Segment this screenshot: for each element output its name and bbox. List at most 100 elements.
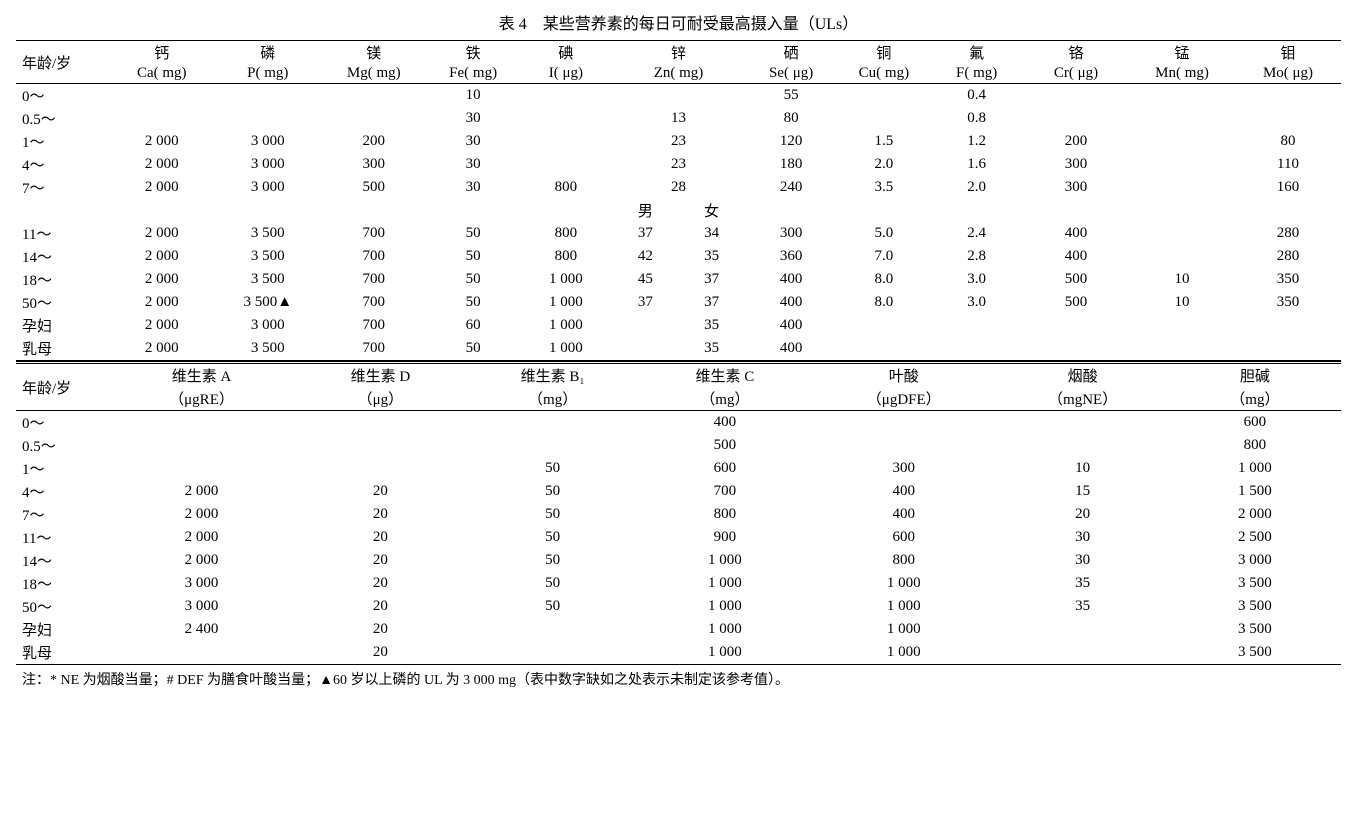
col-unit: Mg( mg) [321, 64, 427, 84]
table-row: 50～2 0003 500▲700501 00037374008.03.0500… [16, 291, 1341, 314]
cell [811, 434, 997, 457]
cell: 1 000 [639, 595, 811, 618]
cell: 1 000 [811, 641, 997, 665]
cell: 800 [1169, 434, 1341, 457]
cell [1129, 222, 1235, 245]
cell: 2 000 [1169, 503, 1341, 526]
age-cell: 7～ [16, 503, 109, 526]
cell [997, 618, 1169, 641]
cell: 2 400 [109, 618, 295, 641]
col-unit: （mg） [467, 387, 639, 411]
cell: 0.8 [930, 107, 1023, 130]
col-header: 铬 [1023, 41, 1129, 65]
col-header: 铜 [838, 41, 931, 65]
age-cell: 0.5～ [16, 107, 109, 130]
table-footnote: 注：* NE 为烟酸当量；# DEF 为膳食叶酸当量；▲60 岁以上磷的 UL … [16, 665, 1341, 689]
table-row: 50～3 00020501 0001 000353 500 [16, 595, 1341, 618]
cell [1023, 84, 1129, 108]
age-cell: 孕妇 [16, 314, 109, 337]
col-header: 钙 [109, 41, 215, 65]
cell: 800 [811, 549, 997, 572]
cell [321, 107, 427, 130]
cell: 2 000 [109, 245, 215, 268]
cell: 30 [427, 130, 520, 153]
cell: 900 [639, 526, 811, 549]
cell: 35 [679, 245, 745, 268]
age-cell: 7～ [16, 176, 109, 199]
cell: 400 [1023, 222, 1129, 245]
cell: 42 [612, 245, 678, 268]
cell [1235, 314, 1341, 337]
col-header: 锰 [1129, 41, 1235, 65]
cell: 10 [427, 84, 520, 108]
table-row: 孕妇2 400201 0001 0003 500 [16, 618, 1341, 641]
cell: 700 [639, 480, 811, 503]
cell: 0.4 [930, 84, 1023, 108]
cell: 700 [321, 222, 427, 245]
cell: 3.0 [930, 291, 1023, 314]
cell [321, 84, 427, 108]
cell [467, 618, 639, 641]
cell [109, 84, 215, 108]
cell: 240 [745, 176, 838, 199]
cell [520, 153, 613, 176]
table-row: 7～2 0002050800400202 000 [16, 503, 1341, 526]
cell: 700 [321, 314, 427, 337]
col-header: 镁 [321, 41, 427, 65]
table-row: 7～2 0003 00050030800282403.52.0300160 [16, 176, 1341, 199]
cell [1235, 337, 1341, 361]
cell: 400 [1023, 245, 1129, 268]
cell: 50 [467, 595, 639, 618]
cell: 400 [811, 480, 997, 503]
cell: 50 [467, 457, 639, 480]
cell [109, 457, 295, 480]
col-header: 维生素 D [294, 363, 466, 388]
cell [1023, 314, 1129, 337]
cell [1129, 84, 1235, 108]
cell [1023, 337, 1129, 361]
cell: 20 [997, 503, 1169, 526]
cell: 280 [1235, 245, 1341, 268]
cell [1235, 107, 1341, 130]
cell: 23 [612, 153, 745, 176]
cell: 300 [321, 153, 427, 176]
cell: 30 [427, 153, 520, 176]
cell: 2 000 [109, 549, 295, 572]
cell [930, 337, 1023, 361]
table-row: 11～2 0003 5007005080037343005.02.4400280 [16, 222, 1341, 245]
col-unit: Ca( mg) [109, 64, 215, 84]
cell [294, 457, 466, 480]
cell: 120 [745, 130, 838, 153]
cell: 1 000 [639, 572, 811, 595]
col-unit: （μg） [294, 387, 466, 411]
table-row: 11～2 0002050900600302 500 [16, 526, 1341, 549]
cell: 300 [1023, 153, 1129, 176]
cell: 1 000 [811, 618, 997, 641]
cell [1129, 107, 1235, 130]
table-row: 乳母201 0001 0003 500 [16, 641, 1341, 665]
cell: 60 [427, 314, 520, 337]
cell: 2 000 [109, 337, 215, 361]
table-row: 4～2 0002050700400151 500 [16, 480, 1341, 503]
cell: 3 000 [1169, 549, 1341, 572]
age-cell: 4～ [16, 153, 109, 176]
cell: 3 000 [215, 176, 321, 199]
age-cell: 0～ [16, 411, 109, 435]
cell: 350 [1235, 291, 1341, 314]
cell: 500 [1023, 291, 1129, 314]
cell: 2.8 [930, 245, 1023, 268]
cell: 35 [679, 337, 745, 361]
cell: 35 [679, 314, 745, 337]
cell: 2.0 [838, 153, 931, 176]
cell: 23 [612, 130, 745, 153]
cell [838, 107, 931, 130]
cell: 2 000 [109, 526, 295, 549]
zn-male-header: 男 [612, 199, 678, 222]
cell: 300 [745, 222, 838, 245]
col-unit: Mo( μg) [1235, 64, 1341, 84]
cell: 28 [612, 176, 745, 199]
cell [1023, 107, 1129, 130]
cell: 2 000 [109, 503, 295, 526]
cell: 2 000 [109, 268, 215, 291]
col-unit: Mn( mg) [1129, 64, 1235, 84]
